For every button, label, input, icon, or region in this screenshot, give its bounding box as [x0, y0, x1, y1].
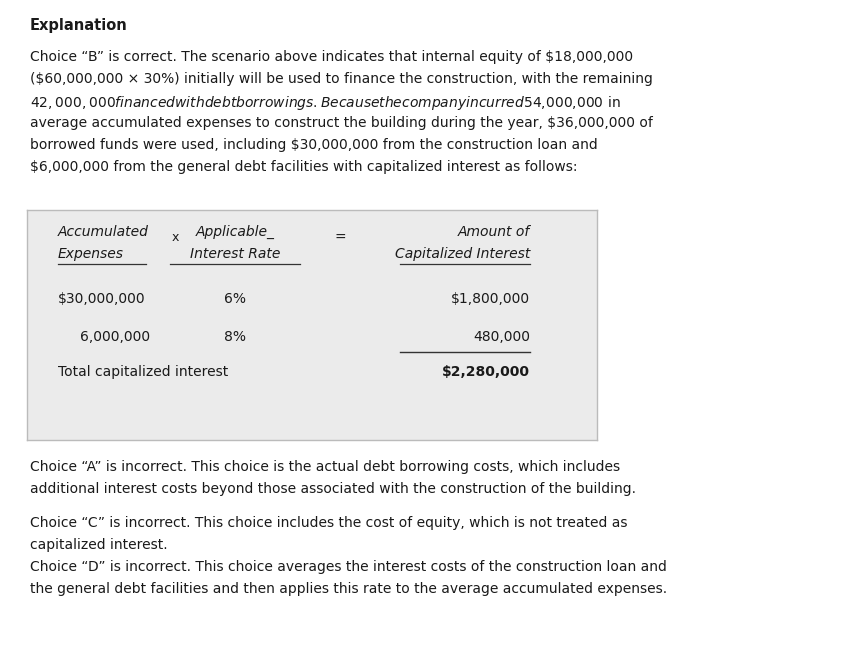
Text: Choice “A” is incorrect. This choice is the actual debt borrowing costs, which i: Choice “A” is incorrect. This choice is …	[30, 460, 619, 474]
Text: $42,000,000 financed with debt borrowings. Because the company incurred $54,000,: $42,000,000 financed with debt borrowing…	[30, 94, 620, 112]
Text: Choice “D” is incorrect. This choice averages the interest costs of the construc: Choice “D” is incorrect. This choice ave…	[30, 560, 666, 574]
Text: Accumulated: Accumulated	[58, 225, 148, 239]
Text: x: x	[171, 231, 178, 244]
Text: =: =	[334, 231, 345, 245]
Text: Applicable_: Applicable_	[195, 225, 274, 239]
Text: Interest Rate: Interest Rate	[189, 247, 280, 261]
Text: $2,280,000: $2,280,000	[442, 365, 530, 379]
Text: 480,000: 480,000	[473, 330, 530, 344]
Text: 6,000,000: 6,000,000	[80, 330, 150, 344]
Text: Choice “B” is correct. The scenario above indicates that internal equity of $18,: Choice “B” is correct. The scenario abov…	[30, 50, 632, 64]
Text: 6%: 6%	[223, 292, 246, 306]
Text: Total capitalized interest: Total capitalized interest	[58, 365, 228, 379]
Text: Capitalized Interest: Capitalized Interest	[394, 247, 530, 261]
Text: $1,800,000: $1,800,000	[450, 292, 530, 306]
Text: additional interest costs beyond those associated with the construction of the b: additional interest costs beyond those a…	[30, 482, 635, 496]
Text: average accumulated expenses to construct the building during the year, $36,000,: average accumulated expenses to construc…	[30, 116, 652, 130]
Text: Amount of: Amount of	[457, 225, 530, 239]
Text: Explanation: Explanation	[30, 18, 128, 33]
Text: borrowed funds were used, including $30,000,000 from the construction loan and: borrowed funds were used, including $30,…	[30, 138, 597, 152]
Text: 8%: 8%	[223, 330, 246, 344]
Text: $6,000,000 from the general debt facilities with capitalized interest as follows: $6,000,000 from the general debt facilit…	[30, 160, 577, 174]
Text: ($60,000,000 × 30%) initially will be used to finance the construction, with the: ($60,000,000 × 30%) initially will be us…	[30, 72, 652, 86]
Text: Choice “C” is incorrect. This choice includes the cost of equity, which is not t: Choice “C” is incorrect. This choice inc…	[30, 516, 627, 530]
Text: the general debt facilities and then applies this rate to the average accumulate: the general debt facilities and then app…	[30, 582, 666, 596]
Text: capitalized interest.: capitalized interest.	[30, 538, 167, 552]
Text: $30,000,000: $30,000,000	[58, 292, 146, 306]
Text: Expenses: Expenses	[58, 247, 124, 261]
